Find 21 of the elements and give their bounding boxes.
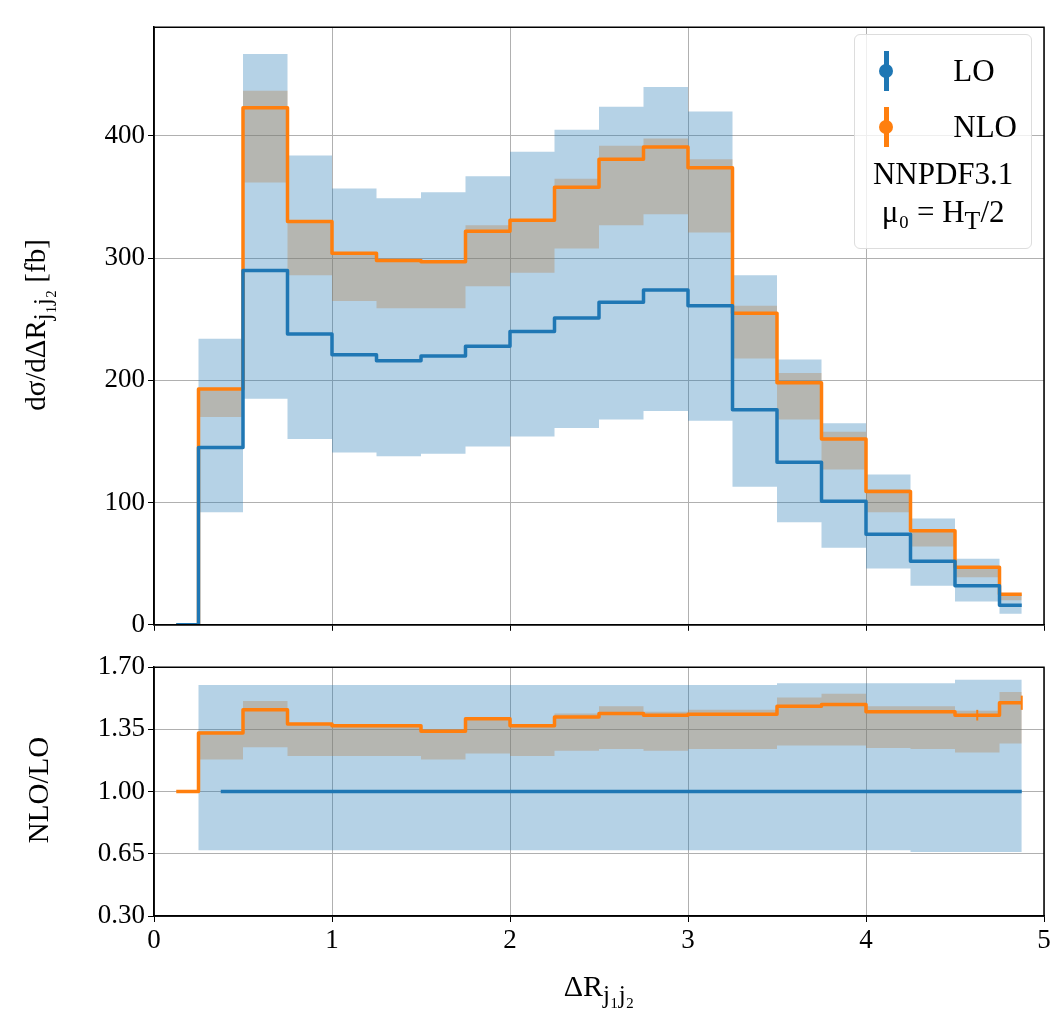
y-tick-label: 300 — [104, 241, 145, 272]
legend-label: NLO — [953, 109, 1017, 145]
annotation: NNPDF3.1 — [871, 155, 1015, 193]
y-tick-label: 1.35 — [97, 712, 145, 743]
y-tick-label: 1.70 — [97, 650, 145, 681]
x-tick-label: 4 — [859, 924, 874, 955]
y-tick-label: 0.65 — [97, 836, 145, 867]
y-tick-label: 400 — [104, 119, 145, 150]
x-tick-label: 1 — [325, 924, 339, 955]
y-tick-label: 1.00 — [97, 774, 145, 805]
y-tick-label: 200 — [104, 363, 145, 394]
x-tick-label: 5 — [1037, 924, 1051, 955]
y-tick-label: 0 — [131, 607, 145, 638]
legend-label: LO — [953, 53, 995, 89]
y-tick-label: 0.30 — [97, 899, 145, 930]
annotation: μ₀ = H$_{T}$/2 — [880, 193, 1006, 238]
x-axis-title: ΔR$_{j₁j₂}$ — [562, 968, 636, 1009]
y-tick-label: 100 — [104, 485, 145, 516]
x-tick-label: 2 — [503, 924, 517, 955]
x-tick-label: 3 — [681, 924, 695, 955]
y-axis-title: NLO/LO — [21, 736, 55, 844]
